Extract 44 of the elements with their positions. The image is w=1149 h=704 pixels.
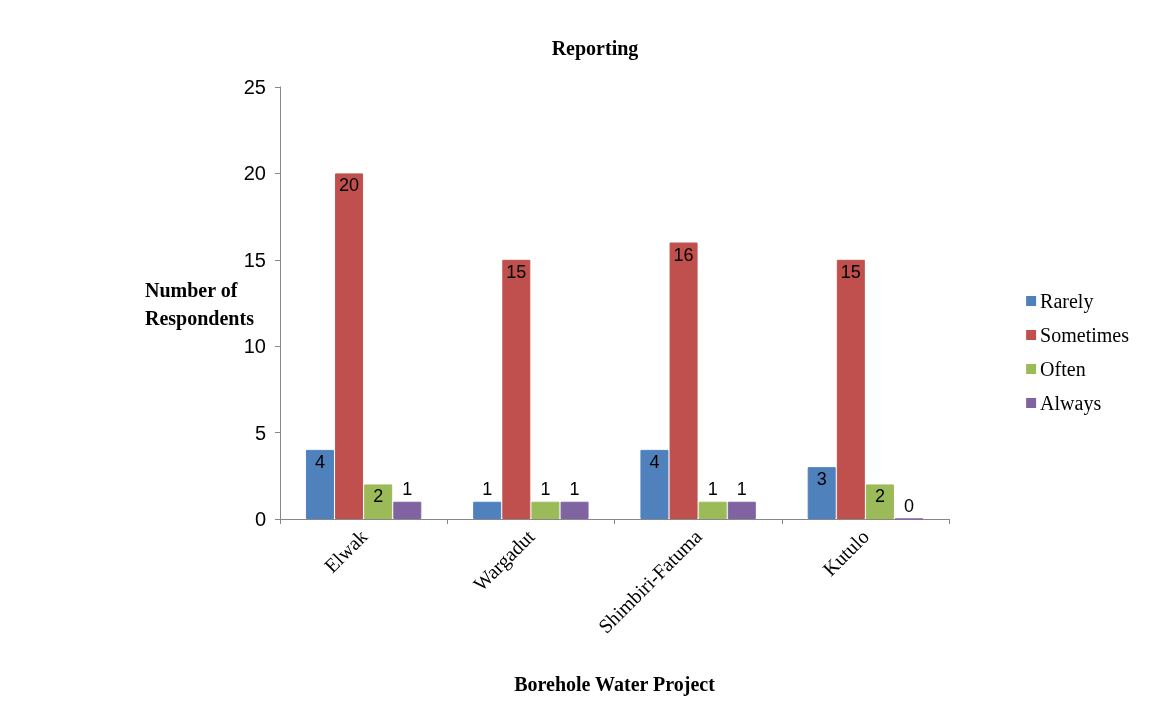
legend-label: Often bbox=[1040, 358, 1086, 380]
y-tick-label: 15 bbox=[243, 248, 266, 271]
bar bbox=[531, 501, 560, 519]
bar bbox=[305, 449, 334, 519]
data-label: 4 bbox=[314, 451, 325, 472]
bar bbox=[836, 259, 865, 519]
data-label: 1 bbox=[540, 478, 551, 499]
data-label: 1 bbox=[482, 478, 493, 499]
y-axis-title: Number of Respondents bbox=[145, 279, 255, 330]
data-label: 16 bbox=[673, 244, 694, 265]
data-label: 1 bbox=[402, 478, 413, 499]
bar bbox=[865, 484, 894, 519]
data-label: 15 bbox=[506, 261, 527, 282]
bar bbox=[698, 501, 727, 519]
data-label: 0 bbox=[904, 495, 915, 516]
bar bbox=[727, 501, 756, 519]
data-label: 1 bbox=[569, 478, 580, 499]
bar bbox=[640, 449, 669, 519]
y-tick-label: 0 bbox=[254, 508, 266, 530]
bar bbox=[473, 501, 502, 519]
data-label: 2 bbox=[373, 486, 384, 507]
data-label: 3 bbox=[816, 469, 827, 490]
data-label: 1 bbox=[736, 478, 747, 499]
y-tick-label: 20 bbox=[243, 162, 266, 185]
bar bbox=[335, 173, 364, 519]
legend-label: Rarely bbox=[1040, 290, 1094, 313]
bar bbox=[393, 501, 422, 519]
x-axis-title: Borehole Water Project bbox=[514, 673, 716, 696]
bar bbox=[669, 242, 698, 519]
y-tick-label: 5 bbox=[254, 421, 266, 444]
data-label: 20 bbox=[339, 175, 360, 196]
data-label: 1 bbox=[707, 478, 718, 499]
y-tick-label: 10 bbox=[243, 335, 266, 358]
bar bbox=[560, 501, 589, 519]
data-label: 15 bbox=[840, 261, 861, 282]
data-label: 4 bbox=[649, 451, 660, 472]
bar bbox=[364, 484, 393, 519]
y-tick-label: 25 bbox=[243, 76, 266, 98]
bar bbox=[807, 467, 836, 519]
chart-title: Reporting bbox=[551, 37, 639, 60]
bar bbox=[502, 259, 531, 519]
legend-label: Sometimes bbox=[1040, 324, 1130, 346]
legend-label: Always bbox=[1040, 392, 1102, 415]
data-label: 2 bbox=[874, 486, 885, 507]
